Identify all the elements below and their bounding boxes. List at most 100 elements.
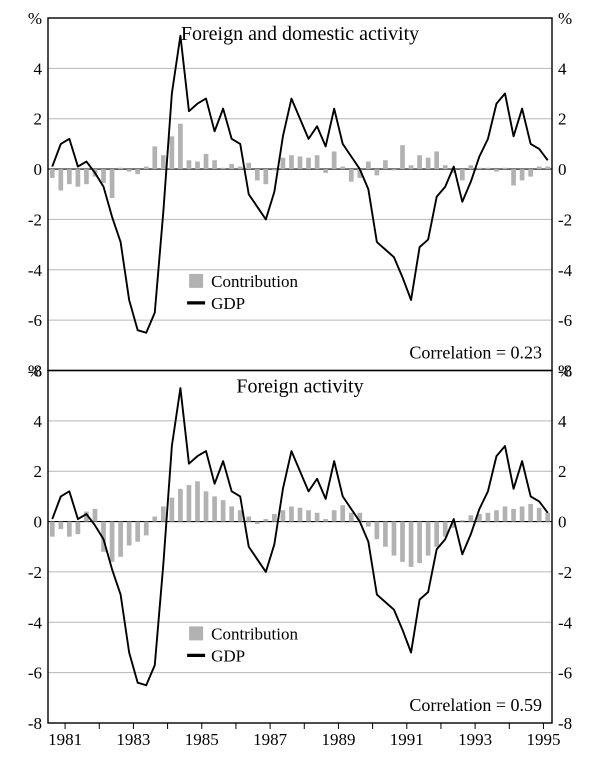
contribution-bar bbox=[135, 522, 140, 542]
contribution-bar bbox=[238, 167, 243, 170]
contribution-bar bbox=[195, 481, 200, 521]
pct-label-right: % bbox=[558, 362, 572, 381]
contribution-bar bbox=[76, 522, 81, 535]
y-tick-left: -6 bbox=[28, 664, 42, 683]
chart-container: -8-8-6-6-4-4-2-2002244%%Foreign and dome… bbox=[0, 0, 600, 759]
contribution-bar bbox=[383, 522, 388, 547]
contribution-bar bbox=[263, 169, 268, 184]
contribution-bar bbox=[187, 485, 192, 522]
contribution-bar bbox=[58, 522, 63, 530]
contribution-bar bbox=[315, 513, 320, 522]
contribution-bar bbox=[246, 163, 251, 169]
y-tick-right: 4 bbox=[558, 412, 567, 431]
contribution-bar bbox=[272, 169, 277, 170]
contribution-bar bbox=[212, 160, 217, 169]
contribution-bar bbox=[340, 167, 345, 170]
correlation-annotation: Correlation = 0.59 bbox=[409, 695, 542, 715]
contribution-bar bbox=[366, 522, 371, 527]
contribution-bar bbox=[263, 519, 268, 522]
contribution-bar bbox=[537, 167, 542, 170]
contribution-bar bbox=[503, 168, 508, 169]
panel-bottom: -8-8-6-6-4-4-2-2002244%%Foreign activity… bbox=[28, 362, 573, 734]
gdp-line bbox=[52, 388, 547, 685]
contribution-bar bbox=[170, 498, 175, 522]
y-tick-left: 4 bbox=[34, 412, 43, 431]
x-tick-label: 1989 bbox=[321, 730, 355, 749]
contribution-bar bbox=[50, 522, 55, 537]
contribution-bar bbox=[170, 136, 175, 169]
legend-label-line: GDP bbox=[211, 646, 245, 665]
contribution-bar bbox=[229, 506, 234, 521]
contribution-bar bbox=[238, 510, 243, 521]
contribution-bar bbox=[315, 155, 320, 169]
contribution-bar bbox=[392, 169, 397, 170]
legend-label-line: GDP bbox=[211, 294, 245, 313]
contribution-bar bbox=[246, 517, 251, 522]
contribution-bar bbox=[281, 510, 286, 521]
y-tick-right: 2 bbox=[558, 462, 567, 481]
contribution-bar bbox=[101, 169, 106, 183]
contribution-bar bbox=[127, 169, 132, 172]
gdp-line bbox=[52, 36, 547, 333]
contribution-bar bbox=[298, 156, 303, 169]
y-tick-left: -4 bbox=[28, 261, 43, 280]
contribution-bar bbox=[110, 169, 115, 198]
contribution-bar bbox=[545, 513, 550, 522]
contribution-bar bbox=[135, 169, 140, 174]
correlation-annotation: Correlation = 0.23 bbox=[409, 343, 542, 363]
x-tick-label: 1993 bbox=[458, 730, 492, 749]
contribution-bar bbox=[229, 164, 234, 169]
contribution-bar bbox=[503, 506, 508, 521]
contribution-bar bbox=[528, 504, 533, 522]
contribution-bar bbox=[494, 169, 499, 172]
contribution-bar bbox=[76, 169, 81, 187]
chart-svg: -8-8-6-6-4-4-2-2002244%%Foreign and dome… bbox=[0, 0, 600, 759]
panel-title: Foreign and domestic activity bbox=[181, 23, 419, 45]
contribution-bar bbox=[221, 168, 226, 169]
contribution-bar bbox=[152, 146, 157, 169]
contribution-bar bbox=[67, 522, 72, 537]
contribution-bar bbox=[349, 513, 354, 522]
contribution-bar bbox=[537, 508, 542, 522]
x-tick-label: 1981 bbox=[48, 730, 82, 749]
contribution-bar bbox=[332, 510, 337, 521]
contribution-bar bbox=[486, 513, 491, 522]
contribution-bar bbox=[417, 155, 422, 169]
contribution-bar bbox=[323, 169, 328, 173]
legend-label-bar: Contribution bbox=[211, 272, 298, 291]
contribution-bar bbox=[50, 169, 55, 178]
contribution-bar bbox=[204, 491, 209, 521]
contribution-bar bbox=[255, 169, 260, 180]
contribution-bar bbox=[221, 500, 226, 521]
contribution-bar bbox=[426, 522, 431, 556]
contribution-bar bbox=[528, 169, 533, 177]
y-tick-left: -2 bbox=[28, 563, 42, 582]
y-tick-right: 0 bbox=[558, 160, 567, 179]
contribution-bar bbox=[152, 517, 157, 522]
contribution-bar bbox=[366, 162, 371, 170]
contribution-bar bbox=[460, 520, 465, 521]
legend-label-bar: Contribution bbox=[211, 624, 298, 643]
contribution-bar bbox=[255, 522, 260, 525]
contribution-bar bbox=[383, 160, 388, 169]
contribution-bar bbox=[187, 160, 192, 169]
contribution-bar bbox=[340, 505, 345, 521]
contribution-bar bbox=[520, 169, 525, 180]
contribution-bar bbox=[289, 506, 294, 521]
contribution-bar bbox=[349, 169, 354, 182]
y-tick-left: 0 bbox=[34, 513, 43, 532]
y-tick-left: 0 bbox=[34, 160, 43, 179]
pct-label-right: % bbox=[558, 9, 572, 28]
contribution-bar bbox=[161, 155, 166, 169]
y-tick-left: 2 bbox=[34, 110, 43, 129]
pct-label-left: % bbox=[28, 362, 42, 381]
contribution-bar bbox=[118, 522, 123, 557]
panel-title: Foreign activity bbox=[236, 376, 363, 398]
y-tick-left: 4 bbox=[34, 59, 43, 78]
panel-border bbox=[48, 371, 552, 724]
contribution-bar bbox=[298, 508, 303, 522]
contribution-bar bbox=[118, 168, 123, 169]
contribution-bar bbox=[323, 519, 328, 522]
contribution-bar bbox=[306, 158, 311, 169]
contribution-bar bbox=[375, 522, 380, 540]
